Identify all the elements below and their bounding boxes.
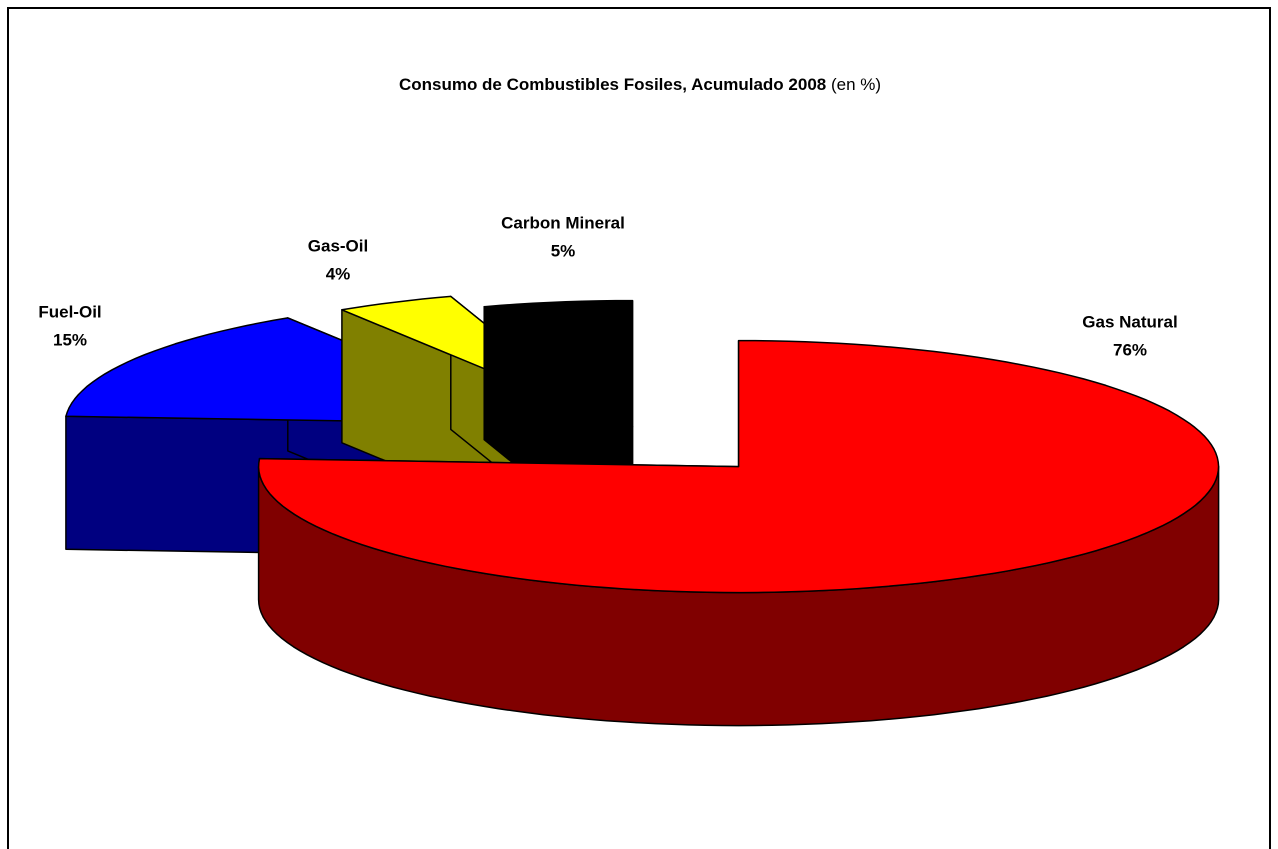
slice-label: Fuel-Oil: [38, 302, 101, 321]
slice-label: Carbon Mineral: [501, 213, 625, 232]
pie-top: [257, 339, 1220, 594]
chart-title: Consumo de Combustibles Fosiles, Acumula…: [399, 75, 826, 94]
chart-subtitle: (en %): [831, 75, 881, 94]
slice-label: Gas Natural: [1082, 312, 1177, 331]
slice-value-label: 4%: [326, 264, 351, 283]
pie-top: [483, 299, 634, 428]
slice-label: Gas-Oil: [308, 236, 368, 255]
slice-value-label: 15%: [53, 330, 87, 349]
slice-value-label: 76%: [1113, 340, 1147, 359]
chart-title-line: Consumo de Combustibles Fosiles, Acumula…: [399, 75, 881, 94]
pie-slice: [257, 339, 1220, 727]
slice-value-label: 5%: [551, 241, 576, 260]
